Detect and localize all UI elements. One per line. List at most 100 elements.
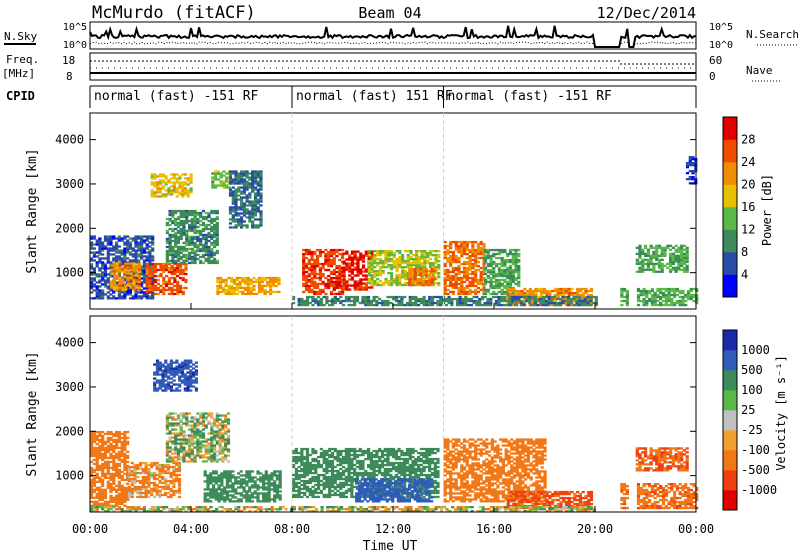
heatmap-cell [237,214,241,217]
heatmap-cell [134,257,138,260]
heatmap-cell [361,286,366,289]
heatmap-cell [428,266,433,269]
heatmap-cell [123,438,127,442]
heatmap-cell [130,491,134,495]
heatmap-cell [170,286,174,290]
heatmap-cell [439,303,443,307]
heatmap-cell [167,266,171,270]
heatmap-cell [182,436,186,439]
heatmap-cell [638,260,642,263]
heatmap-cell [188,444,192,447]
heatmap-cell [263,290,267,294]
heatmap-cell [106,255,110,258]
heatmap-cell [152,463,157,467]
heatmap-cell [188,440,192,443]
heatmap-cell [235,276,239,280]
heatmap-cell [685,250,689,253]
heatmap-cell [330,299,335,303]
heatmap-cell [118,286,122,289]
heatmap-cell [123,478,127,481]
heatmap-cell [650,293,654,297]
heatmap-cell [471,278,475,282]
heatmap-cell [260,288,264,292]
heatmap-cell [165,249,169,253]
heatmap-cell [474,284,478,288]
heatmap-cell [685,162,690,165]
heatmap-cell [232,280,237,284]
heatmap-cell [428,250,433,253]
heatmap-cell [180,365,185,368]
heatmap-cell [186,195,190,198]
heatmap-cell [164,181,168,184]
heatmap-cell [497,274,501,278]
heatmap-cell [165,282,169,286]
heatmap-cell [457,278,461,282]
heatmap-cell [653,301,657,305]
heatmap-cell [112,249,116,252]
heatmap-cell [508,297,512,301]
heatmap-cell [457,248,461,252]
heatmap-cell [375,295,379,299]
heatmap-cell [559,293,563,297]
heatmap-cell [411,295,415,299]
heatmap-cell [260,284,264,288]
heatmap-cell [660,270,664,273]
heatmap-cell [140,277,144,280]
heatmap-cell [358,301,362,305]
heatmap-cell [136,471,140,475]
heatmap-cell [576,287,580,291]
heatmap-cell [437,256,441,259]
heatmap-cell [103,448,108,452]
heatmap-cell [199,255,203,259]
heatmap-cell [367,274,371,277]
heatmap-cell [92,470,96,474]
heatmap-cell [178,264,183,268]
heatmap-cell [117,438,121,442]
heatmap-cell [253,202,258,205]
heatmap-cell [454,274,458,278]
heatmap-cell [644,254,648,257]
heatmap-cell [514,297,518,301]
heatmap-cell [188,438,192,441]
heatmap-cell [193,225,197,229]
heatmap-cell [139,493,143,497]
heatmap-cell [159,272,163,276]
heatmap-cell [304,274,309,278]
heatmap-cell [677,262,681,265]
heatmap-cell [207,261,211,265]
heatmap-cell [434,256,438,259]
heatmap-cell [153,284,158,288]
heatmap-cell [406,254,410,257]
heatmap-cell [517,272,521,276]
heatmap-cell [462,262,467,266]
cpid-label: CPID [6,89,35,103]
heatmap-cell [176,266,180,270]
heatmap-cell [514,258,518,262]
heatmap-cell [310,288,314,292]
heatmap-cell [503,280,507,284]
heatmap-cell [670,293,674,297]
heatmap-cell [159,264,163,268]
heatmap-cell [199,241,203,245]
heatmap-cell [648,291,652,295]
heatmap-cell [95,500,99,503]
heatmap-cell [120,237,124,240]
heatmap-cell [544,303,548,307]
heatmap-cell [381,252,385,255]
heatmap-cell [150,489,154,493]
heatmap-cell [257,286,262,290]
heatmap-cell [361,258,366,261]
heatmap-cell [103,460,108,464]
heatmap-cell [335,270,339,274]
heatmap-cell [182,458,186,461]
heatmap-cell [167,375,171,378]
heatmap-cell [449,276,453,280]
heatmap-cell [578,299,582,303]
heatmap-cell [210,237,214,241]
heatmap-cell [248,202,252,205]
heatmap-cell [511,258,515,262]
heatmap-cell [156,274,160,278]
heatmap-cell [210,255,214,259]
heatmap-cell [468,272,472,276]
heatmap-cell [327,250,331,254]
